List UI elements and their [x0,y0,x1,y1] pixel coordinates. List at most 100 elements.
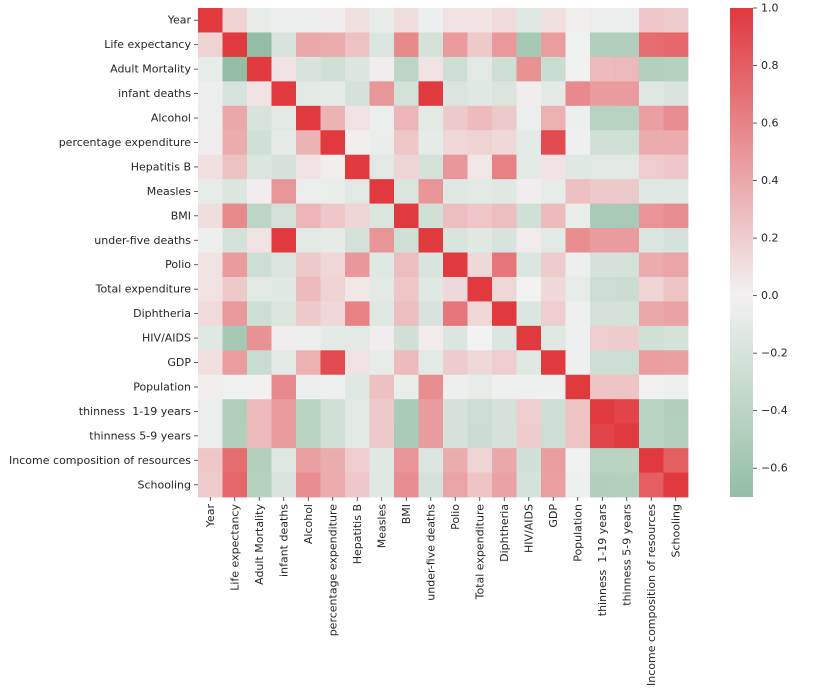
heatmap-cell [639,56,664,82]
heatmap-cell [565,105,591,131]
heatmap-cell [394,399,419,425]
heatmap-cell [590,105,615,131]
heatmap-cell [663,81,689,107]
heatmap-cell [296,8,321,33]
heatmap-cell [369,154,395,180]
heatmap-cell [394,448,419,473]
heatmap-cell [394,203,419,229]
heatmap-cell [614,32,640,58]
colorbar-tick-label: 0.2 [761,232,779,245]
heatmap-cell [247,154,272,180]
heatmap-cell [541,203,566,229]
heatmap-cell [271,350,297,376]
column-label: percentage expenditure [326,504,339,637]
heatmap-cell [467,32,493,58]
heatmap-cell [614,399,640,425]
heatmap-cell [394,154,419,180]
heatmap-cell [394,472,419,498]
heatmap-cell [492,228,517,253]
heatmap-cell [590,252,615,278]
heatmap-cell [565,325,591,351]
heatmap-cell [663,154,689,180]
heatmap-cell [345,252,370,278]
heatmap-cells [198,8,689,498]
heatmap-cell [296,154,321,180]
heatmap-cell [394,374,419,400]
heatmap-cell [639,179,664,204]
heatmap-cell [516,105,542,131]
heatmap-cell [271,448,297,473]
heatmap-cell [565,228,591,253]
heatmap-cell [565,252,591,278]
heatmap-cell [247,472,272,498]
heatmap-cell [492,179,517,204]
heatmap-cell [541,154,566,180]
heatmap-cell [565,179,591,204]
heatmap-cell [394,105,419,131]
heatmap-cell [492,8,517,33]
heatmap-cell [320,448,346,473]
heatmap-cell [394,56,419,82]
row-label: Polio [165,258,191,271]
heatmap-cell [247,81,272,107]
heatmap-cell [394,81,419,107]
heatmap-cell [271,8,297,33]
heatmap-cell [247,8,272,33]
heatmap-cell [198,56,223,82]
heatmap-cell [369,32,395,58]
heatmap-cell [467,374,493,400]
heatmap-cell [541,32,566,58]
heatmap-cell [467,350,493,376]
heatmap-cell [198,154,223,180]
row-label: HIV/AIDS [142,332,191,345]
heatmap-cell [467,276,493,302]
heatmap-cell [492,81,517,107]
heatmap-cell [663,423,689,449]
heatmap-cell [271,179,297,204]
row-label: under-five deaths [94,234,191,247]
heatmap-cell [614,374,640,400]
heatmap-cell [541,56,566,82]
heatmap-cell [516,374,542,400]
heatmap-cell [541,325,566,351]
heatmap-cell [663,105,689,131]
heatmap-cell [418,32,444,58]
heatmap-cell [443,301,468,327]
column-label: Life expectancy [228,504,241,591]
heatmap-cell [590,130,615,156]
heatmap-cell [394,325,419,351]
heatmap-cell [320,252,346,278]
heatmap-cell [663,374,689,400]
heatmap-cell [320,325,346,351]
row-label: Population [133,380,191,393]
heatmap-cell [296,130,321,156]
heatmap-cell [614,203,640,229]
heatmap-cell [222,203,248,229]
heatmap-cell [663,325,689,351]
heatmap-cell [320,105,346,131]
heatmap-cell [345,228,370,253]
heatmap-cell [198,472,223,498]
heatmap-cell [614,276,640,302]
heatmap-cell [443,8,468,33]
heatmap-cell [345,301,370,327]
heatmap-cell [418,423,444,449]
heatmap-cell [467,252,493,278]
heatmap-cell [614,154,640,180]
heatmap-cell [222,472,248,498]
heatmap-cell [222,448,248,473]
heatmap-cell [418,350,444,376]
heatmap-cell [492,252,517,278]
heatmap-cell [467,399,493,425]
heatmap-cell [296,56,321,82]
heatmap-cell [663,276,689,302]
heatmap-cell [516,179,542,204]
heatmap-cell [663,301,689,327]
heatmap-cell [271,81,297,107]
heatmap-cell [369,8,395,33]
heatmap-cell [222,228,248,253]
heatmap-cell [467,130,493,156]
heatmap-cell [418,325,444,351]
heatmap-cell [590,179,615,204]
heatmap-cell [369,423,395,449]
